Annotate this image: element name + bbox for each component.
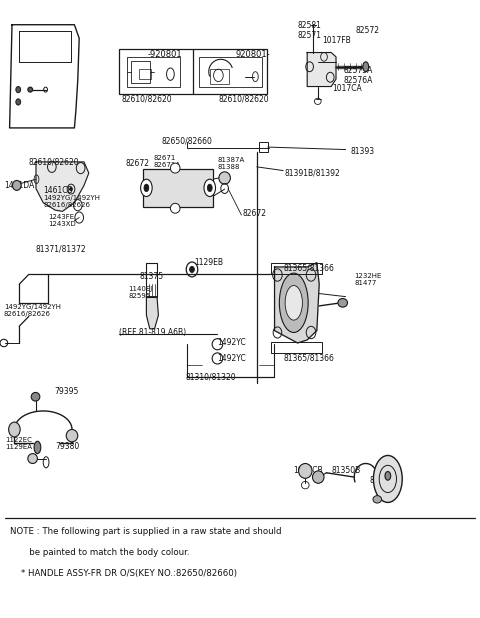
Text: 1492YG/1492YH
82616/82626: 1492YG/1492YH 82616/82626 — [43, 195, 100, 208]
Text: 81350B: 81350B — [331, 467, 360, 475]
Text: 1492YC: 1492YC — [217, 354, 246, 363]
Text: 82575A
82576A: 82575A 82576A — [343, 66, 372, 85]
Text: 1232HE
81477: 1232HE 81477 — [354, 273, 382, 287]
Ellipse shape — [16, 87, 21, 93]
Ellipse shape — [28, 454, 37, 464]
Bar — [271, 263, 322, 274]
Bar — [127, 57, 180, 87]
Ellipse shape — [204, 179, 216, 197]
Ellipse shape — [190, 266, 194, 273]
Text: 81371/81372: 81371/81372 — [36, 245, 86, 253]
Ellipse shape — [16, 99, 21, 105]
Ellipse shape — [12, 180, 21, 190]
Polygon shape — [275, 263, 319, 343]
Bar — [131, 61, 150, 83]
Text: 81393: 81393 — [350, 147, 374, 156]
Polygon shape — [36, 162, 89, 211]
Text: 1140EJ
82595: 1140EJ 82595 — [129, 286, 153, 299]
Text: * HANDLE ASSY-FR DR O/S(KEY NO.:82650/82660): * HANDLE ASSY-FR DR O/S(KEY NO.:82650/82… — [10, 569, 237, 578]
Bar — [199, 57, 262, 87]
Ellipse shape — [299, 464, 312, 478]
Text: 82672: 82672 — [126, 159, 150, 168]
Ellipse shape — [9, 422, 20, 437]
Text: 82572: 82572 — [355, 26, 379, 35]
Text: 82610/82620: 82610/82620 — [218, 95, 269, 103]
Text: 1461CB: 1461CB — [43, 186, 73, 195]
Ellipse shape — [279, 273, 308, 332]
Ellipse shape — [338, 298, 348, 307]
Ellipse shape — [373, 496, 382, 503]
Ellipse shape — [31, 392, 40, 401]
Text: -920801: -920801 — [148, 50, 182, 59]
Ellipse shape — [373, 455, 402, 502]
Polygon shape — [146, 297, 158, 329]
Text: NOTE : The following part is supplied in a raw state and should: NOTE : The following part is supplied in… — [10, 527, 281, 536]
Text: 79395: 79395 — [54, 387, 79, 396]
Ellipse shape — [66, 430, 78, 442]
Ellipse shape — [170, 163, 180, 173]
Text: 920801-: 920801- — [235, 50, 270, 59]
Ellipse shape — [219, 172, 230, 184]
Text: 82581
82571: 82581 82571 — [298, 20, 322, 40]
Bar — [139, 69, 151, 79]
Bar — [259, 142, 268, 152]
Text: be painted to match the body colour.: be painted to match the body colour. — [10, 548, 189, 557]
Text: 81365/81366: 81365/81366 — [283, 264, 334, 273]
Text: 82672: 82672 — [242, 210, 266, 218]
Bar — [210, 69, 229, 84]
Text: 81375: 81375 — [139, 272, 163, 281]
Text: 81391B/81392: 81391B/81392 — [284, 169, 340, 177]
Text: 81355B: 81355B — [370, 476, 399, 485]
Ellipse shape — [312, 471, 324, 483]
Text: (REF 81-819 A6B): (REF 81-819 A6B) — [119, 328, 186, 337]
Text: 1491DA: 1491DA — [4, 181, 34, 190]
Text: 82610/82620: 82610/82620 — [29, 158, 79, 166]
Text: 1492YG/1492YH
82616/82626: 1492YG/1492YH 82616/82626 — [4, 303, 61, 317]
Bar — [271, 342, 322, 353]
Text: 1122EC
1129EA: 1122EC 1129EA — [5, 436, 32, 450]
Ellipse shape — [207, 184, 212, 192]
Bar — [146, 263, 157, 297]
Text: 1017FB: 1017FB — [323, 36, 351, 45]
Ellipse shape — [285, 286, 302, 320]
Text: 81310/81320: 81310/81320 — [186, 373, 237, 381]
Text: 81387A
81388: 81387A 81388 — [218, 157, 245, 171]
Ellipse shape — [144, 184, 149, 192]
Ellipse shape — [34, 441, 41, 454]
Text: 1129EB: 1129EB — [194, 258, 223, 266]
Text: 82610/82620: 82610/82620 — [121, 95, 172, 103]
Text: 82650/82660: 82650/82660 — [162, 137, 213, 145]
Polygon shape — [307, 53, 336, 87]
Ellipse shape — [28, 87, 33, 92]
Ellipse shape — [363, 62, 369, 72]
Ellipse shape — [385, 472, 391, 480]
Text: 82671
82671A
82681: 82671 82671A 82681 — [154, 155, 181, 175]
Text: 1017CA: 1017CA — [333, 85, 362, 93]
Text: 1243FE
1243XD: 1243FE 1243XD — [48, 213, 76, 227]
Text: 1017CB: 1017CB — [293, 467, 323, 475]
Ellipse shape — [70, 187, 72, 191]
Bar — [119, 49, 267, 94]
Ellipse shape — [170, 203, 180, 213]
Text: 1492YC: 1492YC — [217, 339, 246, 347]
Ellipse shape — [141, 179, 152, 197]
Text: 79380: 79380 — [55, 442, 80, 451]
Bar — [143, 169, 213, 207]
Text: 81365/81366: 81365/81366 — [283, 354, 334, 363]
